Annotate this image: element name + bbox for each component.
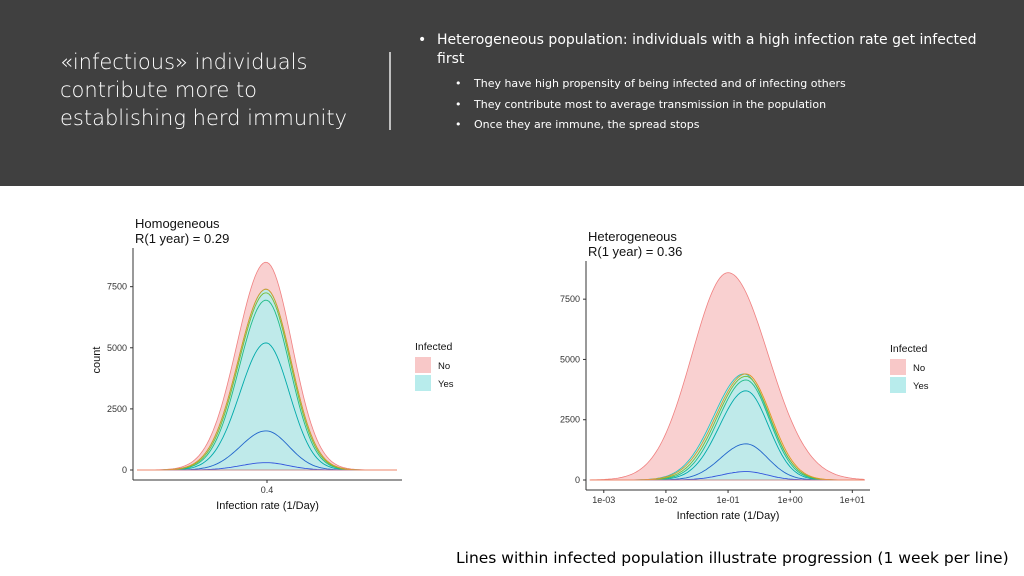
area-infected (590, 373, 864, 481)
legend-label-yes: Yes (913, 381, 929, 392)
y-tick-label: 0 (122, 465, 127, 475)
slide-title: «infectious» individuals contribute more… (60, 50, 347, 130)
chart-subtitle: R(1 year) = 0.36 (588, 244, 682, 259)
legend-label-yes: Yes (438, 379, 454, 390)
y-tick-label: 0 (575, 475, 580, 485)
x-axis-label: Infection rate (1/Day) (677, 510, 780, 522)
legend-swatch-no (890, 359, 906, 375)
legend-swatch-no (415, 357, 431, 373)
legend-label-no: No (438, 361, 450, 372)
legend-label-no: No (913, 363, 925, 374)
x-tick-label: 1e-02 (654, 495, 677, 505)
x-axis-label: Infection rate (1/Day) (216, 500, 319, 512)
y-tick-label: 7500 (560, 294, 580, 304)
x-tick-label: 1e+01 (840, 495, 865, 505)
chart-title: Homogeneous (135, 216, 220, 231)
legend-title: Infected (890, 343, 928, 355)
y-axis-label: count (91, 347, 103, 374)
sub-bullet-list: They have high propensity of being infec… (418, 74, 998, 136)
heterogeneous-chart: 0 2500 5000 7500 1e-03 1e-02 1e-01 1e+00 1e+01 He… (560, 229, 929, 522)
x-tick-label: 1e+00 (778, 495, 803, 505)
legend-title: Infected (415, 341, 453, 353)
bullet-list: Heterogeneous population: individuals wi… (418, 31, 998, 136)
y-tick-label: 5000 (107, 343, 127, 353)
x-tick-label: 1e-03 (592, 495, 615, 505)
main-bullet: Heterogeneous population: individuals wi… (418, 31, 998, 69)
sub-bullet: Once they are immune, the spread stops (455, 115, 998, 136)
area-not-infected (589, 272, 865, 481)
y-tick-label: 7500 (107, 282, 127, 292)
figure-caption: Lines within infected population illustr… (456, 549, 1009, 567)
sub-bullet: They contribute most to average transmis… (455, 95, 998, 116)
title-divider (389, 52, 391, 130)
area-infected (137, 288, 397, 471)
y-tick-label: 5000 (560, 354, 580, 364)
chart-title: Heterogeneous (588, 229, 677, 244)
y-tick-label: 2500 (560, 415, 580, 425)
legend-swatch-yes (890, 377, 906, 393)
sub-bullet: They have high propensity of being infec… (455, 74, 998, 95)
x-tick-label: 1e-01 (717, 495, 740, 505)
legend-swatch-yes (415, 375, 431, 391)
y-tick-label: 2500 (107, 404, 127, 414)
chart-subtitle: R(1 year) = 0.29 (135, 231, 229, 246)
x-tick-label: 0.4 (261, 485, 274, 495)
